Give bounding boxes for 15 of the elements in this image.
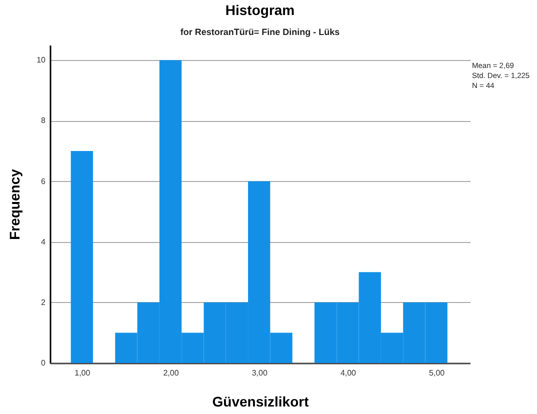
y-tick-label: 0 — [41, 358, 46, 368]
chart-subtitle: for RestoranTürü= Fine Dining - Lüks — [180, 27, 340, 37]
y-tick-label: 8 — [41, 116, 46, 126]
x-tick-label: 4,00 — [340, 368, 357, 378]
x-axis-title: Güvensizlikort — [212, 394, 310, 410]
y-tick-label: 10 — [36, 56, 46, 65]
chart-title: Histogram — [225, 2, 295, 18]
y-tick-label: 4 — [41, 237, 46, 246]
x-tick-label: 1,00 — [74, 368, 91, 378]
x-tick-label: 2,00 — [163, 368, 180, 378]
x-tick-label: 5,00 — [429, 368, 446, 378]
y-axis-title: Frequency — [6, 168, 23, 240]
y-tick-label: 6 — [41, 176, 46, 186]
x-tick-label: 3,00 — [252, 368, 268, 378]
y-tick-label: 2 — [41, 298, 46, 307]
